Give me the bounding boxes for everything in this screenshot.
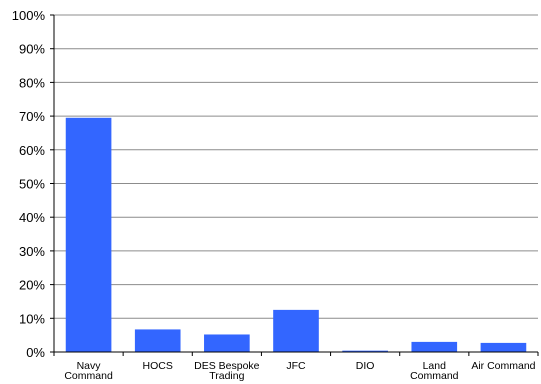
- x-tick-label: DES Bespoke: [194, 360, 260, 372]
- bar: [204, 334, 250, 352]
- y-tick-label: 0%: [26, 345, 45, 360]
- x-tick-label: Land: [423, 360, 447, 372]
- bar: [411, 341, 458, 352]
- x-tick-label: DIO: [356, 360, 375, 372]
- y-tick-label: 60%: [19, 143, 45, 158]
- y-tick-label: 100%: [12, 8, 46, 23]
- y-tick-labels: 0% 10% 20% 30% 40% 50% 60% 70% 80% 90% 100%: [12, 8, 46, 360]
- axes: [50, 14, 539, 356]
- x-tick-label: Command: [64, 370, 113, 382]
- y-tick-label: 40%: [19, 210, 45, 225]
- x-tick-label: HOCS: [143, 360, 173, 372]
- y-tick-label: 80%: [19, 75, 45, 90]
- x-tick-label: Navy: [77, 360, 102, 372]
- bar: [480, 342, 527, 352]
- bar: [65, 117, 112, 352]
- x-tick-label: JFC: [286, 360, 306, 372]
- gridlines: [54, 14, 538, 319]
- bar: [273, 309, 319, 352]
- bars: [65, 117, 527, 352]
- x-tick-label: Air Command: [471, 360, 535, 372]
- bar: [134, 329, 181, 352]
- y-tick-label: 50%: [19, 177, 45, 192]
- y-tick-label: 90%: [19, 42, 45, 57]
- y-tick-label: 10%: [19, 311, 45, 326]
- y-tick-label: 30%: [19, 244, 45, 259]
- bar: [342, 350, 388, 352]
- x-tick-label: Trading: [209, 370, 244, 382]
- y-tick-label: 20%: [19, 278, 45, 293]
- y-tick-label: 70%: [19, 109, 45, 124]
- x-tick-label: Command: [410, 370, 459, 382]
